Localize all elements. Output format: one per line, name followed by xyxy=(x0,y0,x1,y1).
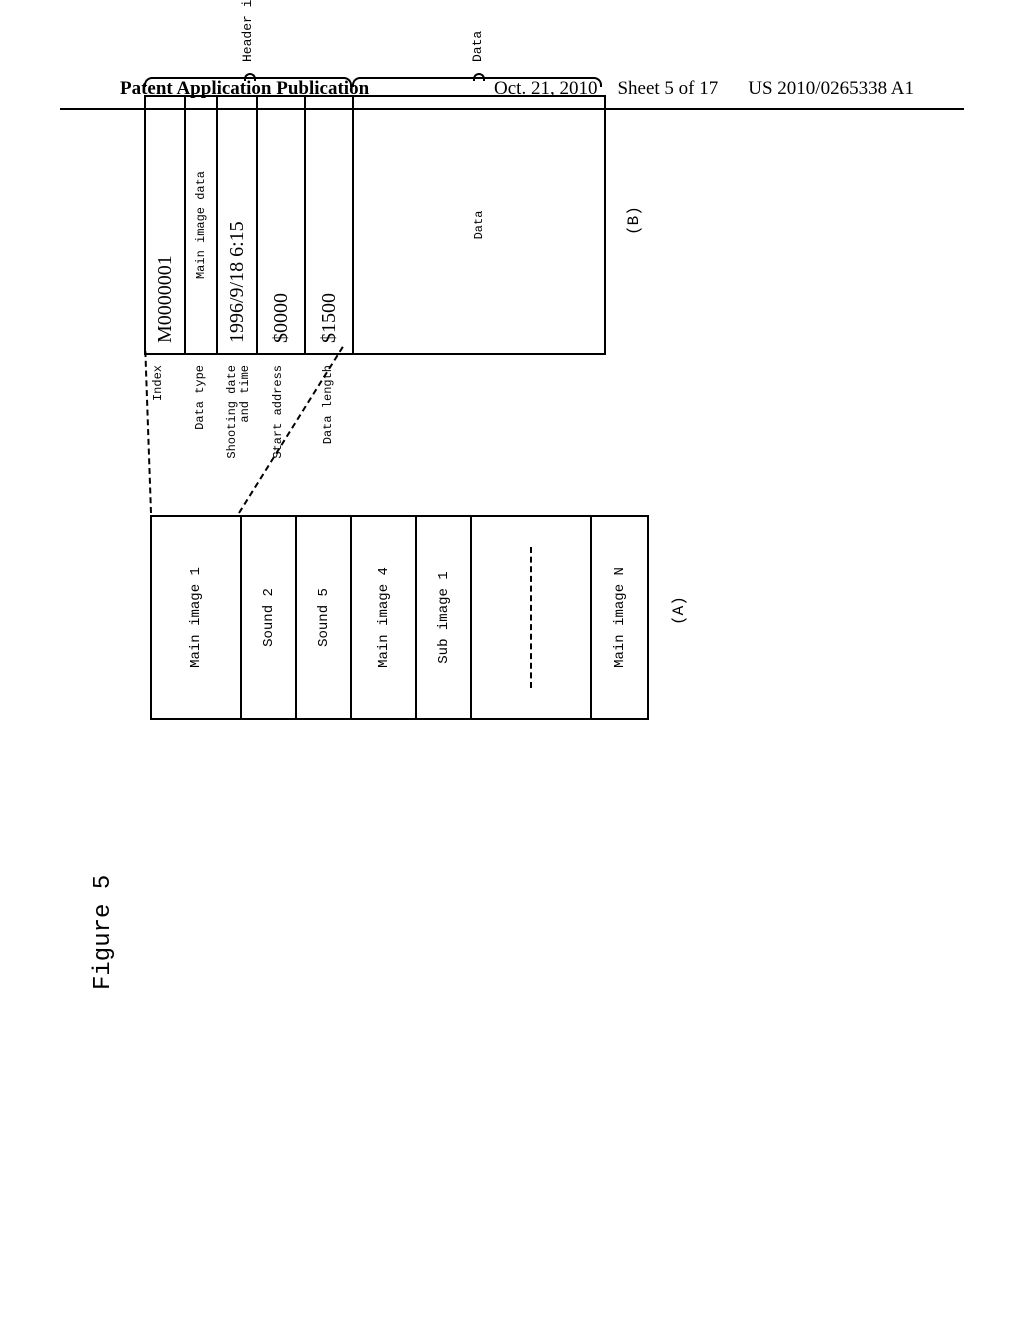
brace-data-label: Data xyxy=(470,31,485,62)
block-b-row: $1500 xyxy=(306,97,354,353)
stack-a-cell: Main image 1 xyxy=(152,517,242,718)
field-label: Start address xyxy=(272,365,285,485)
header-pubno: US 2010/0265338 A1 xyxy=(748,78,914,100)
brace-header-label: Header information xyxy=(240,0,255,62)
block-b-row: $0000 xyxy=(258,97,306,353)
stack-a-cell: Sub image 1 xyxy=(417,517,472,718)
field-label: Index xyxy=(152,365,165,485)
stack-a-cell: Sound 2 xyxy=(242,517,297,718)
stack-a: Main image 1Sound 2Sound 5Main image 4Su… xyxy=(150,515,649,720)
stack-a-cell xyxy=(472,517,592,718)
figure-label: Figure 5 xyxy=(90,875,117,990)
block-b-label: (B) xyxy=(625,206,643,235)
stack-a-cell: Main image N xyxy=(592,517,647,718)
brace-data xyxy=(352,77,602,87)
ellipsis-dash xyxy=(530,547,532,688)
figure-diagram: Main image 1Sound 2Sound 5Main image 4Su… xyxy=(150,0,690,720)
stack-a-cell: Sound 5 xyxy=(297,517,352,718)
stack-a-label: (A) xyxy=(670,596,688,625)
block-b-row: 1996/9/18 6:15 xyxy=(218,97,258,353)
block-b-row: Main image data xyxy=(186,97,218,353)
stack-a-cell: Main image 4 xyxy=(352,517,417,718)
block-b-row: Data xyxy=(354,97,604,353)
field-label: Shooting date and time xyxy=(226,365,251,485)
block-b-row: M0000001 xyxy=(146,97,186,353)
field-label: Data type xyxy=(194,365,207,485)
field-label: Data length xyxy=(322,365,335,485)
brace-header xyxy=(144,77,352,87)
block-b: M0000001Main image data1996/9/18 6:15$00… xyxy=(144,95,606,355)
